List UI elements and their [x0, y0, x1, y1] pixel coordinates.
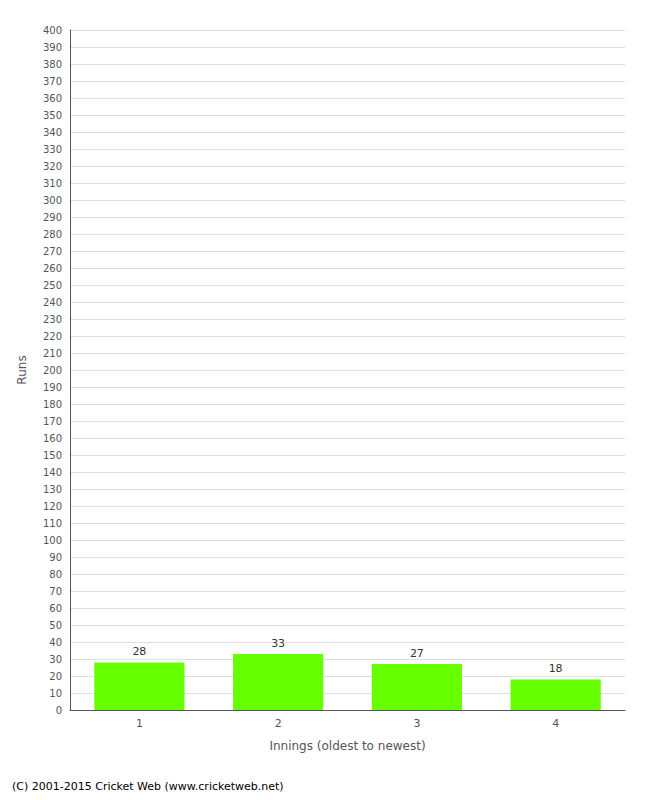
svg-text:28: 28 — [132, 645, 146, 658]
svg-text:120: 120 — [43, 501, 62, 512]
svg-text:33: 33 — [271, 637, 285, 650]
svg-text:140: 140 — [43, 467, 62, 478]
svg-text:400: 400 — [43, 25, 62, 36]
svg-text:10: 10 — [49, 688, 62, 699]
svg-text:3: 3 — [413, 717, 420, 730]
svg-text:190: 190 — [43, 382, 62, 393]
svg-text:4: 4 — [552, 717, 559, 730]
svg-text:290: 290 — [43, 212, 62, 223]
svg-text:130: 130 — [43, 484, 62, 495]
svg-text:280: 280 — [43, 229, 62, 240]
svg-text:270: 270 — [43, 246, 62, 257]
svg-text:210: 210 — [43, 348, 62, 359]
svg-text:110: 110 — [43, 518, 62, 529]
svg-text:0: 0 — [56, 705, 62, 716]
svg-text:380: 380 — [43, 59, 62, 70]
svg-text:320: 320 — [43, 161, 62, 172]
svg-text:180: 180 — [43, 399, 62, 410]
svg-text:20: 20 — [49, 671, 62, 682]
svg-text:310: 310 — [43, 178, 62, 189]
svg-text:230: 230 — [43, 314, 62, 325]
svg-text:90: 90 — [49, 552, 62, 563]
svg-text:(C) 2001-2015 Cricket Web (www: (C) 2001-2015 Cricket Web (www.cricketwe… — [12, 780, 284, 793]
svg-text:240: 240 — [43, 297, 62, 308]
svg-text:350: 350 — [43, 110, 62, 121]
svg-text:220: 220 — [43, 331, 62, 342]
svg-text:18: 18 — [549, 662, 563, 675]
svg-text:60: 60 — [49, 603, 62, 614]
svg-text:250: 250 — [43, 280, 62, 291]
svg-text:200: 200 — [43, 365, 62, 376]
svg-text:Innings (oldest to newest): Innings (oldest to newest) — [269, 739, 425, 753]
svg-text:80: 80 — [49, 569, 62, 580]
svg-text:360: 360 — [43, 93, 62, 104]
svg-text:1: 1 — [136, 717, 143, 730]
svg-text:Runs: Runs — [15, 355, 29, 384]
svg-text:30: 30 — [49, 654, 62, 665]
svg-text:370: 370 — [43, 76, 62, 87]
svg-text:340: 340 — [43, 127, 62, 138]
svg-text:27: 27 — [410, 647, 424, 660]
svg-text:330: 330 — [43, 144, 62, 155]
svg-text:150: 150 — [43, 450, 62, 461]
svg-text:40: 40 — [49, 637, 62, 648]
svg-text:170: 170 — [43, 416, 62, 427]
svg-text:100: 100 — [43, 535, 62, 546]
svg-text:160: 160 — [43, 433, 62, 444]
svg-text:390: 390 — [43, 42, 62, 53]
svg-text:2: 2 — [275, 717, 282, 730]
svg-text:300: 300 — [43, 195, 62, 206]
svg-text:50: 50 — [49, 620, 62, 631]
svg-text:260: 260 — [43, 263, 62, 274]
svg-text:70: 70 — [49, 586, 62, 597]
